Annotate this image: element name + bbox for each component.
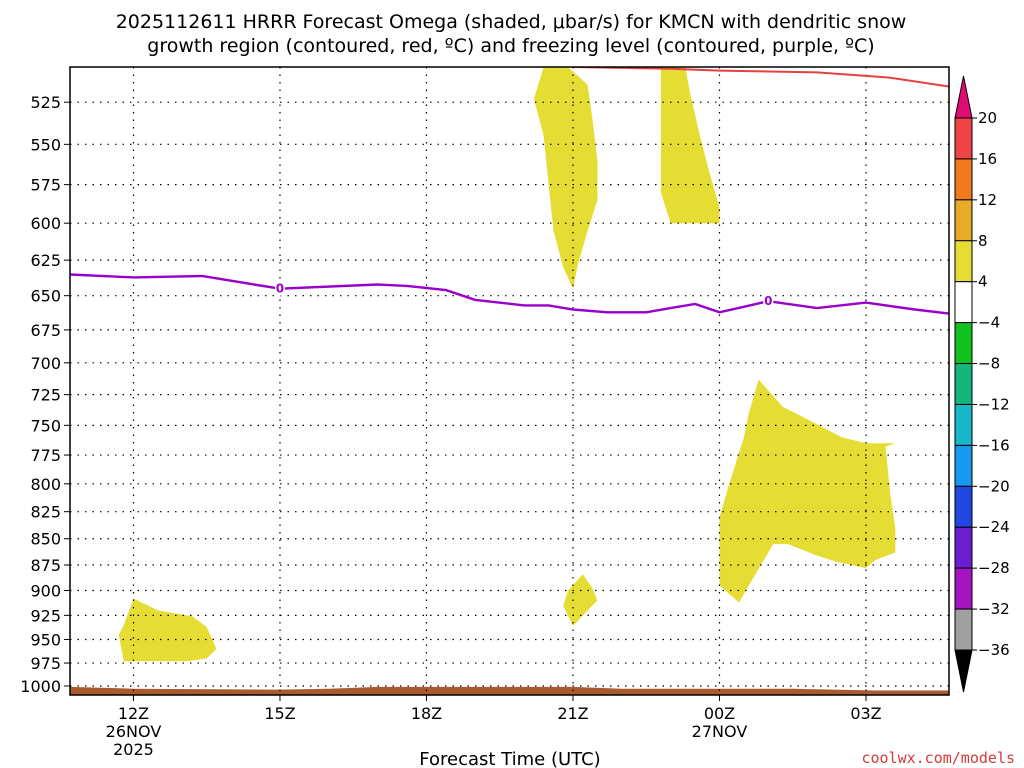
plot-area xyxy=(70,67,949,695)
colorbar-legend: 20 16 12 8 4 −4 −8 −12 −16 −20 −24 −28 −32 −36 xyxy=(954,75,1010,693)
colorbar-bottom-arrow xyxy=(954,649,973,693)
colorbar-label-5: 4 xyxy=(978,273,988,291)
x-axis-title: Forecast Time (UTC) xyxy=(419,749,600,768)
y-tick-label-625: 625 xyxy=(30,251,61,270)
colorbar-label-14: −36 xyxy=(978,641,1010,659)
colorbar-band-1 xyxy=(954,117,973,160)
colorbar-band-10 xyxy=(954,485,973,528)
x-tick-year-12Z: 2025 xyxy=(113,740,154,759)
colorbar-band-4 xyxy=(954,240,973,283)
y-tick-label-675: 675 xyxy=(30,321,61,340)
y-tick-label-825: 825 xyxy=(30,503,61,522)
colorbar-label-3: 12 xyxy=(978,191,997,209)
x-tick-label-21Z: 21Z xyxy=(557,704,588,723)
colorbar-band-6 xyxy=(954,322,973,365)
y-tick-label-850: 850 xyxy=(30,530,61,549)
credit-text: coolwx.com/models xyxy=(861,749,1015,767)
colorbar-band-13 xyxy=(954,608,973,651)
freezing-level-label-1: 0 xyxy=(276,282,284,296)
plot-frame xyxy=(69,66,950,696)
omega-region-1 xyxy=(533,67,598,289)
colorbar-label-6: −4 xyxy=(978,314,1000,332)
contour-lines: 00 xyxy=(70,67,949,315)
chart-title-line-1: 2025112611 HRRR Forecast Omega (shaded, … xyxy=(116,11,907,33)
colorbar-label-2: 16 xyxy=(978,150,997,168)
colorbar-label-10: −20 xyxy=(978,477,1010,495)
y-tick-label-800: 800 xyxy=(30,475,61,494)
y-tick-label-700: 700 xyxy=(30,354,61,373)
colorbar-band-11 xyxy=(954,526,973,569)
colorbar-band-7 xyxy=(954,363,973,405)
dgz-contour-line xyxy=(572,67,949,88)
colorbar-label-12: −28 xyxy=(978,559,1010,577)
colorbar-label-11: −24 xyxy=(978,518,1010,536)
colorbar-label-8: −12 xyxy=(978,395,1010,413)
x-tick-label-03Z: 03Z xyxy=(850,704,881,723)
x-tick-label-15Z: 15Z xyxy=(264,704,295,723)
colorbar-band-3 xyxy=(954,199,973,242)
freezing-label-bg-1 xyxy=(274,280,285,296)
x-tick-label-12Z: 12Z xyxy=(118,704,149,723)
chart-title-line-2: growth region (contoured, red, ºC) and f… xyxy=(147,35,874,57)
freezing-level-label-2: 0 xyxy=(764,294,772,308)
y-tick-label-900: 900 xyxy=(30,582,61,601)
colorbar-band-12 xyxy=(954,567,973,610)
colorbar-label-9: −16 xyxy=(978,436,1010,454)
y-axis: 525 550 575 600 625 650 675 700 725 750 775 800 825 8… xyxy=(20,93,70,696)
surface-terrain xyxy=(70,686,949,695)
y-tick-label-975: 975 xyxy=(30,654,61,673)
x-tick-date-00Z: 27NOV xyxy=(692,722,748,741)
colorbar-label-4: 8 xyxy=(978,232,988,250)
omega-region-4 xyxy=(563,574,598,627)
y-tick-label-725: 725 xyxy=(30,386,61,405)
freezing-label-bg-2 xyxy=(763,293,774,309)
y-tick-label-950: 950 xyxy=(30,631,61,650)
y-tick-label-550: 550 xyxy=(30,135,61,154)
omega-region-2 xyxy=(660,67,720,224)
x-tick-label-18Z: 18Z xyxy=(411,704,442,723)
y-tick-label-650: 650 xyxy=(30,287,61,306)
colorbar-band-5 xyxy=(954,281,973,324)
y-tick-label-1000: 1000 xyxy=(20,677,61,696)
colorbar-label-7: −8 xyxy=(978,355,1000,373)
colorbar-band-9 xyxy=(954,444,973,487)
y-tick-label-875: 875 xyxy=(30,556,61,575)
omega-region-3 xyxy=(719,379,896,603)
freezing-level-line xyxy=(70,273,949,315)
omega-region-5 xyxy=(118,598,217,662)
y-tick-label-775: 775 xyxy=(30,446,61,465)
y-tick-label-525: 525 xyxy=(30,93,61,112)
x-tick-date-12Z: 26NOV xyxy=(106,722,162,741)
y-tick-label-575: 575 xyxy=(30,176,61,195)
x-tick-label-00Z: 00Z xyxy=(704,704,735,723)
colorbar-label-1: 20 xyxy=(978,109,997,127)
y-tick-label-750: 750 xyxy=(30,416,61,435)
colorbar-label-13: −32 xyxy=(978,600,1010,618)
colorbar-band-8 xyxy=(954,403,973,446)
y-tick-label-600: 600 xyxy=(30,214,61,233)
colorbar-band-2 xyxy=(954,158,973,201)
y-tick-label-925: 925 xyxy=(30,606,61,625)
